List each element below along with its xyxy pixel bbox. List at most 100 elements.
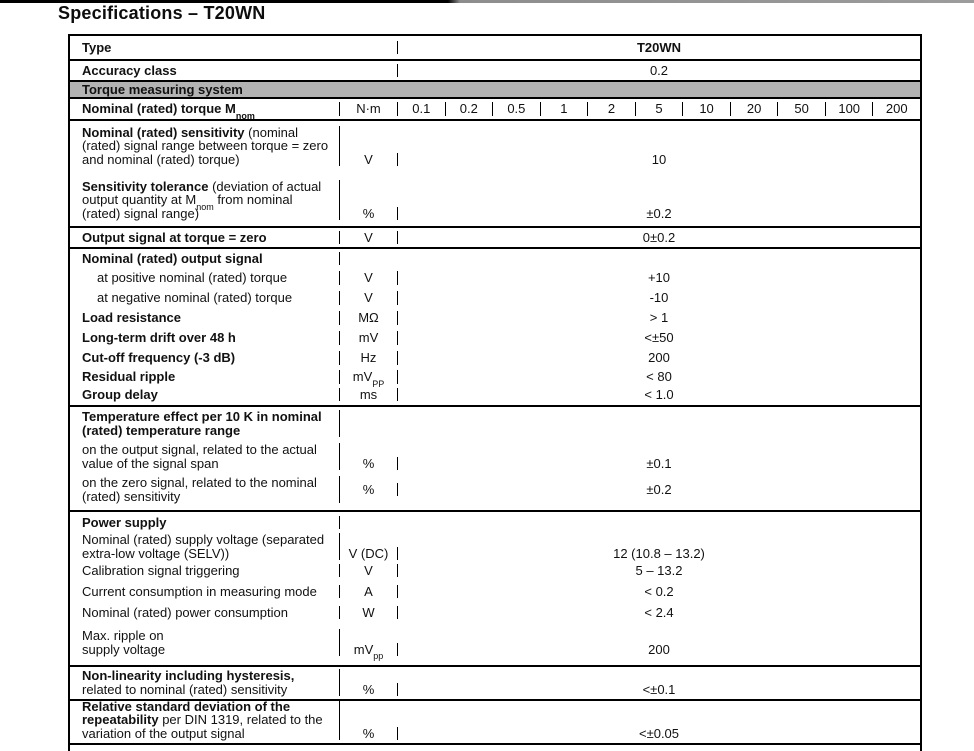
row-unit-repeatability: %: [340, 726, 398, 740]
row-value-max-ripple: 200: [648, 641, 670, 657]
label-text: (deviation of actual output quantity at …: [82, 178, 322, 207]
unit-subscript: pp: [373, 651, 384, 662]
spec-row-load-resistance: Load resistance MΩ > 1: [70, 308, 920, 328]
torque-value-cell: 1: [539, 102, 588, 116]
row-value-residual-ripple: < 80: [646, 369, 672, 385]
row-label-temperature-output: on the output signal, related to the act…: [70, 443, 340, 470]
spec-row-sensitivity: Nominal (rated) sensitivity (nominal (ra…: [70, 121, 920, 166]
torque-label-subscript: nom: [235, 110, 255, 119]
row-value-type: T20WN: [636, 39, 682, 55]
row-label-accuracy: Accuracy class: [70, 64, 398, 78]
spec-row-output-signal-header: Nominal (rated) output signal: [70, 249, 920, 268]
row-unit-temperature-zero: %: [340, 483, 398, 497]
row-value-sensitivity: 10: [651, 151, 667, 167]
row-value-load-resistance: > 1: [649, 310, 669, 326]
row-label-load-resistance: Load resistance: [70, 311, 340, 325]
row-label-temperature-zero: on the zero signal, related to the nomin…: [70, 476, 340, 503]
row-value-nonlinearity: <±0.1: [642, 681, 676, 697]
torque-value-cell: 50: [777, 102, 825, 116]
spec-row-cutoff-frequency: Cut-off frequency (-3 dB) Hz 200: [70, 348, 920, 368]
torque-value-cell: 0.5: [492, 102, 540, 116]
label-bold: Nominal (rated) sensitivity: [82, 124, 245, 140]
row-unit-nonlinearity: %: [340, 682, 398, 696]
row-label-residual-ripple: Residual ripple: [70, 370, 340, 384]
spec-row-temperature-zero: on the zero signal, related to the nomin…: [70, 476, 920, 503]
row-label-power-consumption: Nominal (rated) power consumption: [70, 606, 340, 620]
spec-row-nonlinearity: Non-linearity including hysteresis, rela…: [70, 665, 920, 699]
row-value-long-term-drift: <±50: [644, 330, 674, 346]
row-unit-output-zero: V: [340, 231, 398, 245]
spec-section-sensitivity: Nominal (rated) sensitivity (nominal (ra…: [70, 119, 920, 226]
row-label-supply-voltage: Nominal (rated) supply voltage (separate…: [70, 533, 340, 560]
row-value-positive-torque: +10: [647, 270, 671, 286]
row-unit-nominal-torque: N·m: [340, 102, 398, 116]
spec-row-repeatability: Relative standard deviation of the repea…: [70, 699, 920, 743]
row-unit-calibration: V: [340, 564, 398, 578]
row-label-type: Type: [70, 41, 398, 55]
row-label-output-signal: Nominal (rated) output signal: [70, 252, 340, 266]
spec-row-group-delay: Group delay ms < 1.0: [70, 386, 920, 403]
spec-row-sensitivity-tolerance: Sensitivity tolerance (deviation of actu…: [70, 175, 920, 220]
unit-text: mV: [353, 641, 374, 657]
spec-row-temperature-header: Temperature effect per 10 K in nominal (…: [70, 407, 920, 437]
row-unit-load-resistance: MΩ: [340, 311, 398, 325]
row-value-repeatability: <±0.05: [638, 725, 680, 741]
row-unit-temperature-output: %: [340, 456, 398, 470]
row-label-current-consumption: Current consumption in measuring mode: [70, 585, 340, 599]
spec-row-current-consumption: Current consumption in measuring mode A …: [70, 581, 920, 602]
label-text: related to nominal (rated) sensitivity: [82, 681, 288, 697]
row-value-group-delay: < 1.0: [644, 386, 674, 402]
spec-row-calibration: Calibration signal triggering V 5 – 13.2: [70, 560, 920, 581]
row-label-sensitivity-tolerance: Sensitivity tolerance (deviation of actu…: [70, 178, 340, 221]
row-unit-current-consumption: A: [340, 585, 398, 599]
label-text: per DIN 1319, related to the variation o…: [82, 712, 323, 741]
page-title: Specifications – T20WN: [58, 3, 266, 23]
torque-value-cell: 5: [634, 102, 683, 116]
spec-row-clipped-stub: [70, 743, 920, 751]
section-header-torque-measuring-system: Torque measuring system: [70, 80, 920, 97]
row-label-output-zero: Output signal at torque = zero: [70, 231, 340, 245]
row-label-negative-torque: at negative nominal (rated) torque: [70, 291, 340, 305]
row-unit-max-ripple: mVpp: [340, 641, 398, 661]
row-unit-supply-voltage: V (DC): [340, 546, 398, 560]
torque-value-cell: 200: [872, 102, 920, 116]
label-bold: Sensitivity tolerance: [82, 178, 209, 194]
row-label-repeatability: Relative standard deviation of the repea…: [70, 701, 340, 741]
spec-section-output-signal: Nominal (rated) output signal at positiv…: [70, 247, 920, 405]
specifications-table: Type T20WN Accuracy class 0.2 Torque mea…: [68, 34, 922, 751]
row-label-nominal-torque: Nominal (rated) torque Mnom: [70, 101, 340, 119]
row-unit-cutoff-frequency: Hz: [340, 351, 398, 365]
unit-subscript: PP: [372, 378, 385, 389]
spec-row-long-term-drift: Long-term drift over 48 h mV <±50: [70, 328, 920, 348]
torque-value-cell: 0.2: [444, 102, 493, 116]
row-value-temperature-zero: ±0.2: [646, 481, 672, 497]
row-unit-positive-torque: V: [340, 271, 398, 285]
spec-row-positive-torque: at positive nominal (rated) torque V +10: [70, 268, 920, 288]
spec-section-temperature-effect: Temperature effect per 10 K in nominal (…: [70, 405, 920, 510]
page-top-rule: [0, 0, 974, 3]
spec-row-power-consumption: Nominal (rated) power consumption W < 2.…: [70, 602, 920, 623]
row-value-cutoff-frequency: 200: [648, 350, 670, 366]
row-value-calibration: 5 – 13.2: [635, 562, 683, 578]
spec-row-nominal-torque: Nominal (rated) torque Mnom N·m 0.1 0.2 …: [70, 97, 920, 119]
row-label-sensitivity: Nominal (rated) sensitivity (nominal (ra…: [70, 124, 340, 167]
label-text: (nominal (rated) signal range between to…: [82, 124, 329, 167]
row-label-group-delay: Group delay: [70, 388, 340, 402]
row-value-accuracy: 0.2: [649, 62, 669, 78]
row-value-supply-voltage: 12 (10.8 – 13.2): [613, 545, 705, 561]
row-unit-long-term-drift: mV: [340, 331, 398, 345]
spec-row-negative-torque: at negative nominal (rated) torque V -10: [70, 288, 920, 308]
spec-row-type: Type T20WN: [70, 36, 920, 59]
torque-value-cell: 20: [729, 102, 778, 116]
row-unit-sensitivity: V: [340, 152, 398, 166]
row-value-temperature-output: ±0.1: [646, 455, 672, 471]
row-value-sensitivity-tolerance: ±0.2: [646, 205, 672, 221]
spec-row-temperature-output: on the output signal, related to the act…: [70, 443, 920, 470]
torque-value-cell: 100: [824, 102, 873, 116]
spec-row-supply-voltage: Nominal (rated) supply voltage (separate…: [70, 533, 920, 560]
row-unit-sensitivity-tolerance: %: [340, 206, 398, 220]
torque-label-text: Nominal (rated) torque M: [82, 101, 236, 117]
row-label-cutoff-frequency: Cut-off frequency (-3 dB): [70, 351, 340, 365]
label-text: from nominal (rated) signal range): [82, 192, 293, 221]
